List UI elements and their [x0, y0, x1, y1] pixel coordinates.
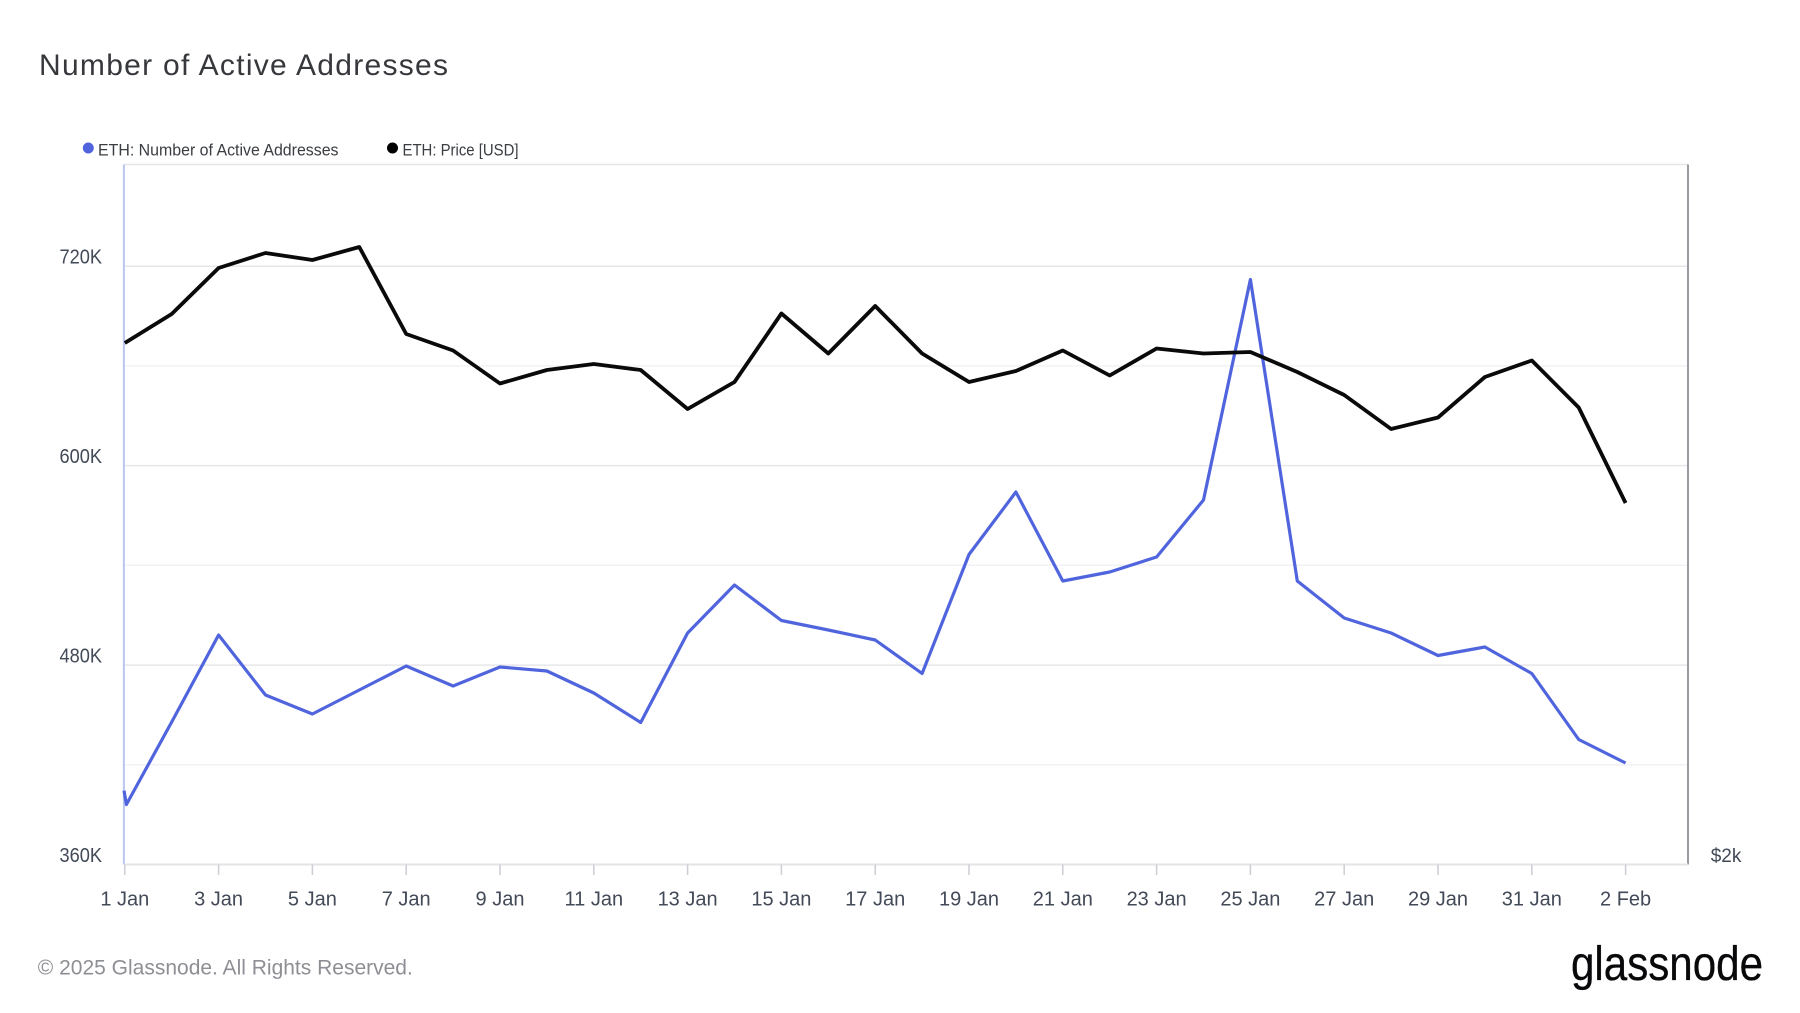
svg-text:1 Jan: 1 Jan — [100, 889, 149, 911]
svg-text:21 Jan: 21 Jan — [1033, 889, 1093, 911]
svg-text:11 Jan: 11 Jan — [565, 889, 624, 911]
svg-text:ETH: Price [USD]: ETH: Price [USD] — [403, 142, 519, 160]
svg-text:31 Jan: 31 Jan — [1502, 889, 1562, 911]
svg-text:25 Jan: 25 Jan — [1220, 889, 1280, 911]
svg-text:3 Jan: 3 Jan — [194, 889, 243, 911]
svg-text:17 Jan: 17 Jan — [845, 889, 905, 911]
svg-text:ETH: Number of Active Addresse: ETH: Number of Active Addresses — [98, 142, 339, 160]
svg-text:glassnode: glassnode — [1571, 938, 1763, 991]
svg-text:© 2025 Glassnode. All Rights R: © 2025 Glassnode. All Rights Reserved. — [38, 957, 413, 980]
svg-text:360K: 360K — [60, 845, 103, 867]
svg-text:15 Jan: 15 Jan — [751, 889, 811, 911]
svg-text:Number of Active Addresses: Number of Active Addresses — [39, 49, 448, 82]
svg-text:27 Jan: 27 Jan — [1314, 889, 1374, 911]
svg-text:600K: 600K — [60, 446, 103, 468]
svg-text:480K: 480K — [60, 646, 103, 668]
svg-text:$2k: $2k — [1711, 846, 1742, 867]
svg-text:19 Jan: 19 Jan — [939, 889, 999, 911]
svg-text:720K: 720K — [60, 247, 103, 269]
svg-text:7 Jan: 7 Jan — [382, 889, 431, 911]
svg-text:2 Feb: 2 Feb — [1600, 889, 1651, 911]
svg-text:23 Jan: 23 Jan — [1127, 889, 1187, 911]
svg-text:5 Jan: 5 Jan — [288, 889, 337, 911]
svg-text:9 Jan: 9 Jan — [476, 889, 525, 911]
svg-text:29 Jan: 29 Jan — [1408, 889, 1468, 911]
svg-text:13 Jan: 13 Jan — [658, 889, 718, 911]
